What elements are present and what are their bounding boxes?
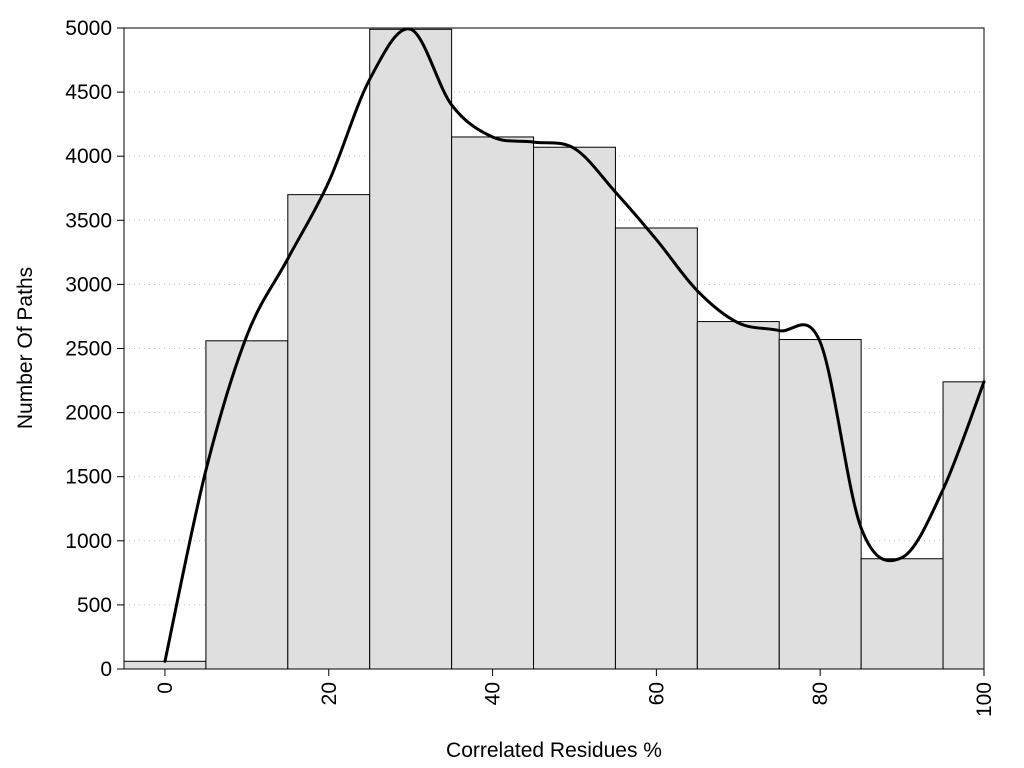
histogram-bar — [533, 146, 616, 670]
y-axis-title: Number Of Paths — [14, 267, 37, 429]
histogram-bar — [860, 558, 944, 670]
histogram-bar — [287, 194, 371, 670]
density-curve — [163, 27, 986, 663]
y-tick-label: 4500 — [65, 81, 112, 104]
x-tick-label: 0 — [154, 682, 177, 694]
histogram-bar — [696, 321, 780, 670]
x-axis-ticks: 0 20 40 60 80 100 — [154, 669, 996, 717]
density-curve-group — [163, 27, 986, 663]
histogram-bar — [942, 381, 985, 670]
y-tick-label: 500 — [77, 594, 112, 617]
y-tick-label: 0 — [100, 658, 112, 681]
x-tick-label: 100 — [973, 682, 996, 717]
y-tick-label: 1000 — [65, 530, 112, 553]
y-tick-label: 1500 — [65, 466, 112, 489]
x-tick-label: 20 — [318, 682, 341, 705]
histogram-bar — [205, 340, 289, 670]
histogram-bar — [369, 28, 453, 670]
y-tick-label: 2500 — [65, 338, 112, 361]
y-tick-label: 3500 — [65, 209, 112, 232]
x-tick-label: 40 — [482, 682, 505, 705]
y-axis-ticks: 0 500 1000 1500 2000 2500 3000 3500 4000 4500 5000 — [65, 17, 124, 681]
x-tick-label: 60 — [645, 682, 668, 705]
histogram-bar — [451, 136, 535, 670]
histogram-bars — [123, 28, 985, 670]
x-axis-title: Correlated Residues % — [446, 739, 662, 762]
histogram-bar — [778, 339, 862, 670]
y-tick-label: 5000 — [65, 17, 112, 40]
y-tick-label: 4000 — [65, 145, 112, 168]
x-tick-label: 80 — [809, 682, 832, 705]
histogram-bar — [614, 227, 698, 670]
y-tick-label: 2000 — [65, 402, 112, 425]
y-tick-label: 3000 — [65, 273, 112, 296]
